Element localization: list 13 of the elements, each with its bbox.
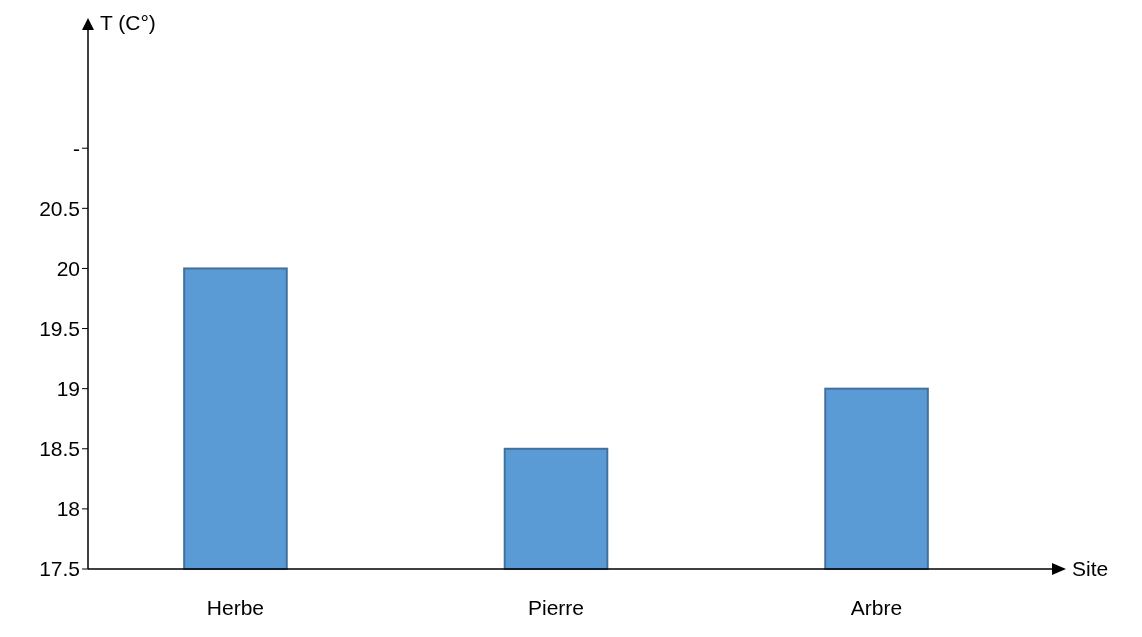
x-axis-title: Site bbox=[1072, 557, 1109, 581]
x-tick-label: Arbre bbox=[850, 596, 903, 619]
x-tick-label: Herbe bbox=[206, 596, 265, 619]
y-tick-label: 18 bbox=[56, 497, 80, 521]
y-tick-label: 18.5 bbox=[39, 437, 80, 461]
y-tick-label: 19 bbox=[56, 377, 80, 401]
y-tick-label: - bbox=[73, 136, 80, 160]
y-tick-label: 20.5 bbox=[39, 196, 80, 220]
x-tick-label: Pierre bbox=[527, 596, 585, 619]
y-tick-label: 20 bbox=[56, 256, 80, 280]
y-tick-label: 17.5 bbox=[39, 557, 80, 581]
y-axis-title: T (C°) bbox=[100, 11, 156, 34]
y-tick-label: 19.5 bbox=[39, 316, 80, 340]
